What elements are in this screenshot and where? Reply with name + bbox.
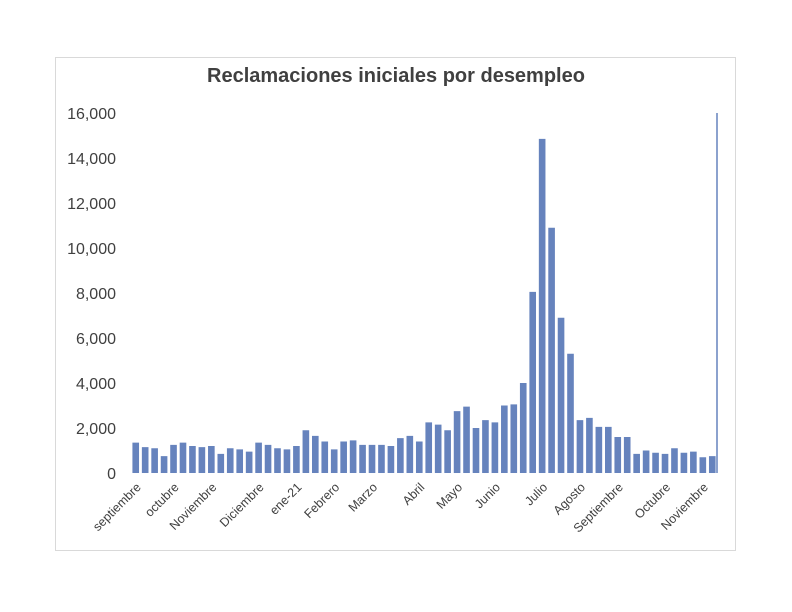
- y-tick-label: 0: [107, 466, 116, 483]
- y-tick-label: 12,000: [67, 196, 116, 213]
- bar: [586, 417, 593, 474]
- x-tick-label: ene-21: [267, 480, 304, 517]
- bar: [491, 422, 499, 474]
- x-tick-label: Mayo: [434, 480, 466, 512]
- bar: [330, 449, 338, 474]
- bar: [179, 442, 187, 474]
- bar: [434, 424, 442, 474]
- bar: [198, 447, 206, 474]
- bar: [340, 441, 347, 473]
- bar: [170, 444, 177, 474]
- bar: [387, 446, 395, 473]
- bar: [633, 453, 640, 474]
- bar: [623, 437, 631, 473]
- bar: [642, 450, 650, 473]
- x-tick-label: Febrero: [301, 480, 342, 521]
- bars: [132, 113, 718, 474]
- y-tick-label: 8,000: [76, 286, 116, 303]
- bar: [538, 138, 546, 474]
- chart-title: Reclamaciones iniciales por desempleo: [207, 65, 585, 87]
- bar: [274, 448, 281, 473]
- x-tick-label: Diciembre: [217, 480, 267, 530]
- bar: [160, 456, 168, 474]
- x-tick-label: Agosto: [551, 480, 588, 517]
- y-tick-label: 4,000: [76, 376, 116, 393]
- bar: [510, 404, 518, 474]
- bar: [378, 444, 385, 474]
- bar: [189, 446, 196, 473]
- bar: [132, 442, 140, 474]
- x-tick-label: Marzo: [346, 480, 380, 514]
- bar: [472, 428, 480, 473]
- y-tick-label: 2,000: [76, 421, 116, 438]
- bar: [226, 448, 234, 473]
- bar: [605, 426, 612, 474]
- bar: [708, 456, 716, 474]
- bar: [406, 435, 414, 474]
- bar: [567, 353, 574, 473]
- x-tick-label: Abril: [400, 480, 428, 508]
- bar: [293, 446, 300, 473]
- bar: [453, 411, 461, 474]
- bar: [671, 448, 678, 473]
- chart-frame: [55, 57, 736, 551]
- bar: [680, 452, 688, 473]
- bar: [141, 447, 149, 474]
- x-tick-label: Junio: [472, 480, 503, 511]
- bar: [614, 437, 622, 473]
- bar: [482, 420, 489, 474]
- bar: [529, 291, 537, 474]
- bar: [359, 444, 366, 474]
- bar: [595, 426, 603, 474]
- bar: [208, 446, 215, 473]
- bar: [661, 453, 669, 474]
- bar: [151, 448, 158, 473]
- y-tick-label: 6,000: [76, 331, 116, 348]
- bar: [557, 317, 565, 473]
- bar: [690, 451, 697, 474]
- bar: [245, 451, 253, 474]
- bar: [368, 444, 376, 474]
- bar: [425, 422, 433, 474]
- bar: [463, 406, 470, 474]
- bar: [321, 441, 329, 473]
- bar: [397, 438, 404, 474]
- bar: [255, 442, 262, 474]
- bar: [652, 452, 659, 473]
- y-tick-label: 14,000: [67, 151, 116, 168]
- bar: [501, 405, 508, 473]
- x-tick-label: Julio: [522, 480, 550, 508]
- bar: [548, 227, 555, 473]
- y-tick-label: 16,000: [67, 106, 116, 123]
- bar: [699, 457, 707, 473]
- bar: [312, 435, 319, 474]
- bar: [444, 430, 451, 473]
- x-tick-label: septiembre: [90, 480, 144, 534]
- bar: [236, 449, 244, 474]
- bar: [217, 453, 225, 474]
- bar: [519, 383, 527, 473]
- bar: [283, 449, 291, 474]
- bar: [264, 444, 272, 474]
- y-tick-label: 10,000: [67, 241, 116, 258]
- y-axis: 0 2,000 4,000 6,000 8,000 10,000 12,000 14,000 1…: [67, 106, 116, 483]
- bar: [302, 430, 310, 473]
- bar: [576, 420, 584, 474]
- bar: [349, 440, 357, 474]
- bar: [415, 441, 423, 473]
